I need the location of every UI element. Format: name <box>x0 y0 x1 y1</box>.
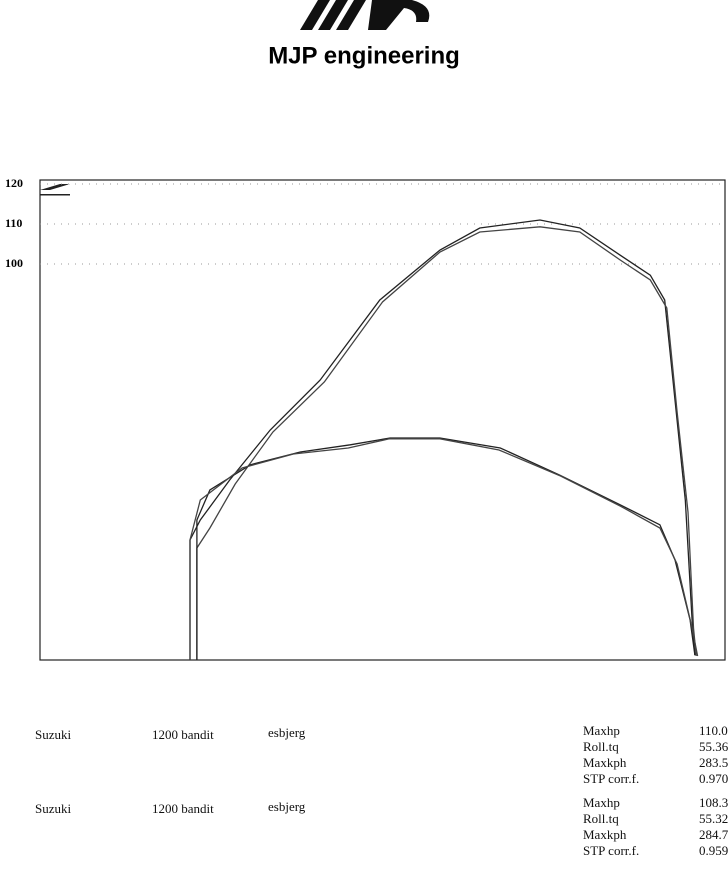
stat-label: STP corr.f. <box>583 771 639 786</box>
stat-label: Maxhp <box>583 795 620 810</box>
page-title: MJP engineering <box>268 42 460 69</box>
curve <box>196 437 696 660</box>
stat-label: Maxkph <box>583 827 627 842</box>
stat-value: 55.32 <box>699 811 728 826</box>
stat-value: 108.3 <box>699 795 728 810</box>
y-tick-label: 120 <box>5 176 23 190</box>
stat-value: 283.5 <box>699 755 728 770</box>
stat-value: 55.36 <box>699 739 728 754</box>
stat-label: Maxhp <box>583 723 620 738</box>
small-logo <box>40 184 70 196</box>
place: esbjerg <box>268 725 306 740</box>
curve <box>196 226 697 660</box>
stat-value: 284.7 <box>699 827 728 842</box>
model: 1200 bandit <box>152 727 214 742</box>
stat-value: 0.970 <box>699 771 728 786</box>
y-tick-label: 110 <box>5 216 22 230</box>
stat-label: Maxkph <box>583 755 627 770</box>
y-tick-label: 100 <box>5 256 23 270</box>
make: Suzuki <box>35 801 72 816</box>
model: 1200 bandit <box>152 801 214 816</box>
plot-frame <box>39 179 726 661</box>
stat-value: 0.959 <box>699 843 728 858</box>
stat-label: STP corr.f. <box>583 843 639 858</box>
stat-label: Roll.tq <box>583 811 619 826</box>
curve <box>189 219 696 660</box>
make: Suzuki <box>35 727 72 742</box>
stat-label: Roll.tq <box>583 739 619 754</box>
place: esbjerg <box>268 799 306 814</box>
stat-value: 110.0 <box>699 723 728 738</box>
curve <box>189 438 699 660</box>
logo <box>300 0 430 30</box>
